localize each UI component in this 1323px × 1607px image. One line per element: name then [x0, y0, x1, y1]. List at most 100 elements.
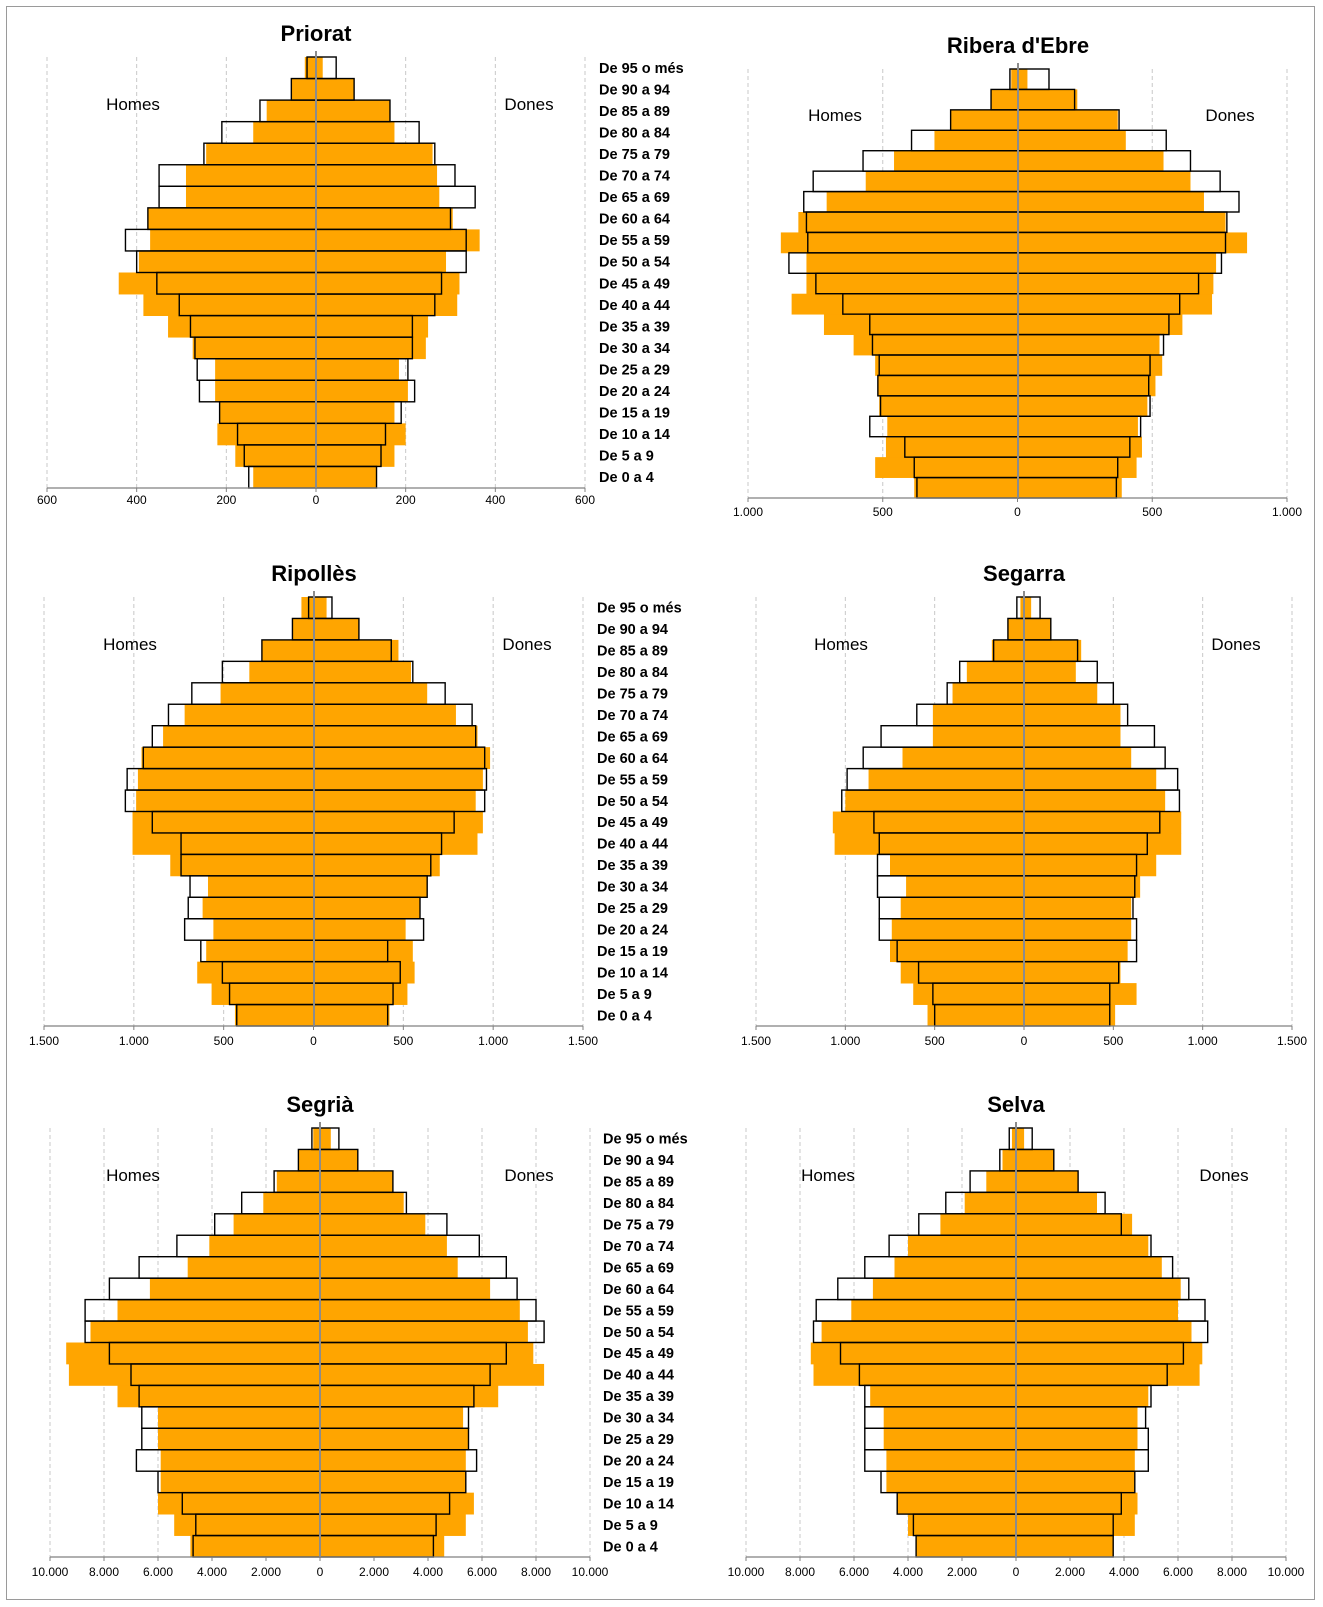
chart-title: Selva	[987, 1092, 1045, 1117]
age-group-label: De 5 a 9	[597, 987, 652, 1003]
bar-men-current	[249, 661, 314, 684]
bar-women-current	[316, 121, 395, 144]
bar-women-current	[316, 250, 447, 273]
bar-men-current	[791, 293, 1018, 315]
bar-women-current	[1016, 1235, 1149, 1258]
pyramid-segarra: 1.500 1.000 500 0 500 1.000 1.500 Segarra Homes D…	[741, 561, 1307, 1048]
bar-women-current	[314, 1004, 390, 1027]
bar-men-current	[821, 1321, 1016, 1343]
x-tick-label: 4.000	[893, 1565, 923, 1579]
x-tick-label: 500	[873, 505, 893, 519]
dones-label: Dones	[1211, 635, 1260, 654]
bar-women-current	[314, 661, 412, 684]
bar-men-current	[117, 1385, 320, 1408]
bar-men-current	[276, 1170, 320, 1193]
bar-women-current	[1016, 1149, 1054, 1172]
x-tick-label: 1.000	[119, 1034, 149, 1048]
x-tick-label: 0	[1013, 1565, 1020, 1579]
x-tick-label: 500	[1142, 505, 1162, 519]
age-group-label: De 50 a 54	[603, 1325, 674, 1341]
bar-men-current	[1020, 597, 1024, 619]
age-group-label: De 15 a 19	[597, 944, 668, 960]
bar-women-current	[1018, 191, 1204, 213]
bar-men-current	[883, 1428, 1016, 1451]
bar-men-current	[190, 1535, 320, 1558]
pyramid-ripoll-s: 1.500 1.000 500 0 500 1.000 1.500 Ripollès Homes…	[29, 561, 682, 1048]
dones-label: Dones	[1199, 1166, 1248, 1185]
chart-title: Segarra	[983, 561, 1066, 586]
bar-men-current	[266, 100, 316, 123]
age-group-label: De 20 a 24	[599, 384, 670, 400]
age-group-label: De 70 a 74	[603, 1239, 674, 1255]
bar-women-current	[314, 940, 413, 963]
age-group-label: De 25 a 29	[603, 1432, 674, 1448]
bar-women-current	[1016, 1406, 1138, 1429]
age-group-label: De 5 a 9	[603, 1518, 658, 1534]
bar-women-current	[1016, 1278, 1181, 1300]
age-group-label: De 55 a 59	[603, 1303, 674, 1319]
age-group-label: De 60 a 64	[597, 751, 668, 767]
age-group-label: De 10 a 14	[597, 965, 668, 981]
x-tick-label: 2.000	[1055, 1565, 1085, 1579]
x-tick-label: 8.000	[521, 1565, 551, 1579]
x-tick-label: 1.000	[1272, 505, 1302, 519]
bar-women-current	[1016, 1128, 1025, 1150]
bar-women-current	[316, 358, 399, 381]
age-group-label: De 25 a 29	[597, 901, 668, 917]
age-group-label: De 5 a 9	[599, 449, 654, 465]
x-tick-label: 10.000	[1268, 1565, 1305, 1579]
bar-women-current	[1016, 1449, 1135, 1472]
bar-men-current	[806, 252, 1018, 274]
age-group-label: De 35 a 39	[597, 858, 668, 874]
x-tick-label: 500	[1103, 1034, 1123, 1048]
bar-women-current	[320, 1514, 466, 1536]
bar-women-current	[1018, 212, 1226, 233]
bar-men-current	[150, 229, 316, 252]
age-group-label: De 35 a 39	[603, 1389, 674, 1405]
bar-women-current	[1024, 897, 1132, 920]
bar-women-current	[314, 854, 440, 877]
bar-women-current	[320, 1342, 534, 1365]
age-group-label: De 70 a 74	[599, 169, 670, 185]
dones-label: Dones	[1205, 106, 1254, 125]
bar-men-current	[261, 639, 314, 662]
homes-label: Homes	[808, 106, 862, 125]
chart-title: Segrià	[286, 1092, 354, 1117]
bar-women-current	[1016, 1428, 1138, 1451]
bar-women-current	[320, 1256, 458, 1279]
homes-label: Homes	[106, 1166, 160, 1185]
bar-men-current	[118, 272, 316, 295]
bar-women-current	[320, 1385, 499, 1408]
x-tick-label: 500	[925, 1034, 945, 1048]
bar-men-current	[868, 768, 1024, 791]
age-group-label: De 85 a 89	[599, 104, 670, 120]
bar-women-current	[316, 466, 377, 489]
bar-women-current	[314, 704, 456, 727]
bar-women-current	[316, 444, 395, 467]
age-group-label: De 0 a 4	[599, 470, 654, 486]
x-tick-label: 1.000	[830, 1034, 860, 1048]
bar-men-current	[233, 1213, 320, 1236]
x-tick-label: 6.000	[467, 1565, 497, 1579]
bar-men-current	[890, 940, 1024, 963]
bar-men-current	[810, 1342, 1016, 1365]
bar-men-current	[90, 1321, 320, 1343]
age-group-label: De 20 a 24	[603, 1453, 674, 1469]
figure-frame	[6, 6, 1315, 1600]
x-tick-label: 1.500	[29, 1034, 59, 1048]
bar-women-current	[1024, 661, 1076, 684]
bar-women-current	[1024, 639, 1082, 662]
bar-women-current	[316, 100, 390, 123]
bar-women-current	[1018, 375, 1156, 397]
bar-men-current	[1007, 618, 1024, 641]
bar-women-current	[316, 57, 323, 79]
bar-men-current	[877, 375, 1018, 397]
age-group-label: De 95 o més	[603, 1132, 688, 1148]
bar-women-current	[1018, 457, 1137, 478]
x-tick-label: 10.000	[728, 1565, 765, 1579]
bar-men-current	[823, 314, 1018, 335]
bar-men-current	[138, 250, 316, 273]
x-tick-label: 200	[396, 493, 416, 507]
dones-label: Dones	[504, 95, 553, 114]
bar-women-current	[1018, 252, 1217, 274]
